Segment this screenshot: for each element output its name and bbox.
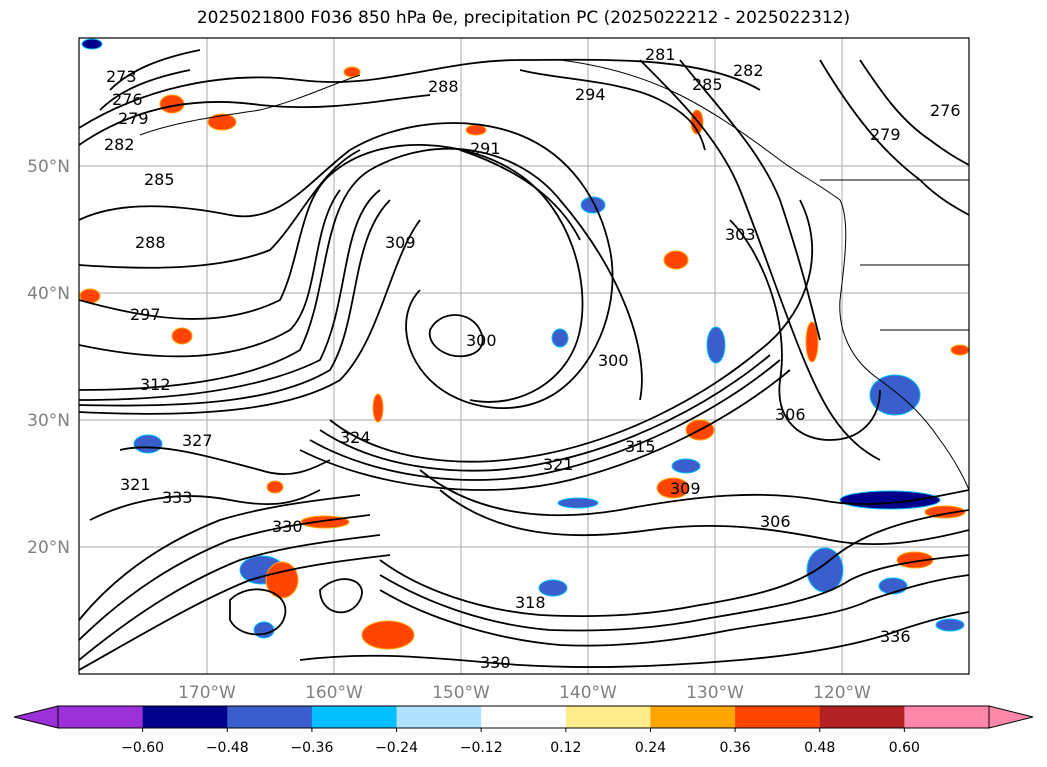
lon-label: 160°W bbox=[305, 683, 363, 703]
contour-label: 281 bbox=[645, 45, 676, 64]
longitude-labels: 170°W 160°W 150°W 140°W 130°W 120°W bbox=[178, 683, 871, 703]
colorbar-tick-label: 0.36 bbox=[720, 740, 751, 756]
colorbar-tick-label: 0.12 bbox=[550, 740, 581, 756]
contour-label: 300 bbox=[598, 351, 629, 370]
contour-label: 306 bbox=[760, 512, 791, 531]
colorbar-tick-label: −0.36 bbox=[290, 740, 333, 756]
colorbar-segment bbox=[819, 706, 905, 728]
contour-label: 318 bbox=[515, 593, 546, 612]
contour-label: 300 bbox=[466, 331, 497, 350]
lon-label: 120°W bbox=[813, 683, 871, 703]
lon-label: 140°W bbox=[559, 683, 617, 703]
contour-label: 309 bbox=[670, 479, 701, 498]
map-title: 2025021800 F036 850 hPa θe, precipitatio… bbox=[196, 8, 851, 28]
colorbar-tick-label: −0.24 bbox=[375, 740, 418, 756]
coastlines bbox=[139, 59, 969, 491]
colorbar-tick-label: 0.60 bbox=[889, 740, 920, 756]
contour-label: 306 bbox=[775, 405, 806, 424]
contour-label: 330 bbox=[272, 517, 303, 536]
colorbar-segment bbox=[481, 706, 567, 728]
lon-label: 150°W bbox=[432, 683, 490, 703]
colorbar-tick-label: 0.24 bbox=[635, 740, 666, 756]
lon-label: 130°W bbox=[686, 683, 744, 703]
contour-label: 288 bbox=[428, 77, 459, 96]
precipitation-field bbox=[79, 38, 969, 650]
colorbar-extend-right bbox=[988, 705, 1034, 729]
colorbar-segment bbox=[58, 706, 144, 728]
latitude-labels: 50°N 40°N 30°N 20°N bbox=[27, 157, 70, 558]
contour-label: 303 bbox=[725, 225, 756, 244]
colorbar-frame bbox=[57, 705, 990, 729]
contour-label: 282 bbox=[104, 135, 135, 154]
contour-label: 330 bbox=[480, 653, 511, 672]
contour-label: 312 bbox=[140, 375, 171, 394]
contour-label: 321 bbox=[543, 455, 574, 474]
graticule bbox=[79, 38, 969, 674]
contour-label: 282 bbox=[733, 61, 764, 80]
contour-label: 327 bbox=[182, 431, 213, 450]
colorbar-segment bbox=[227, 706, 313, 728]
colorbar-tick-label: 0.48 bbox=[804, 740, 835, 756]
colorbar-segment bbox=[650, 706, 736, 728]
contour-label: 276 bbox=[112, 90, 143, 109]
lon-label: 170°W bbox=[178, 683, 236, 703]
lat-label: 50°N bbox=[27, 157, 70, 177]
contour-label: 273 bbox=[106, 67, 137, 86]
contour-label: 288 bbox=[135, 233, 166, 252]
contour-label: 309 bbox=[385, 233, 416, 252]
colorbar-segment bbox=[142, 706, 228, 728]
contour-label: 291 bbox=[470, 139, 501, 158]
theta-e-contours bbox=[79, 49, 969, 671]
contour-label: 294 bbox=[575, 85, 606, 104]
contour-label: 279 bbox=[870, 125, 901, 144]
lat-label: 30°N bbox=[27, 411, 70, 431]
colorbar-segment bbox=[565, 706, 651, 728]
colorbar-segment bbox=[904, 706, 990, 728]
lat-label: 40°N bbox=[27, 284, 70, 304]
contour-label: 285 bbox=[144, 170, 175, 189]
lat-label: 20°N bbox=[27, 538, 70, 558]
contour-label: 285 bbox=[692, 75, 723, 94]
contour-label: 324 bbox=[340, 428, 371, 447]
contour-label: 276 bbox=[930, 101, 961, 120]
colorbar-tick-label: −0.12 bbox=[460, 740, 503, 756]
contour-label: 321 bbox=[120, 475, 151, 494]
contour-label: 333 bbox=[162, 488, 193, 507]
contour-label: 297 bbox=[130, 305, 161, 324]
colorbar-segment bbox=[735, 706, 821, 728]
colorbar-segment bbox=[311, 706, 398, 728]
colorbar-segment bbox=[396, 706, 482, 728]
colorbar-tick-label: −0.60 bbox=[121, 740, 164, 756]
colorbar-tick-label: −0.48 bbox=[206, 740, 249, 756]
contour-label: 336 bbox=[880, 627, 911, 646]
colorbar-extend-left bbox=[13, 705, 59, 729]
map-frame bbox=[78, 37, 970, 675]
contour-label: 315 bbox=[625, 437, 656, 456]
colorbar: −0.60 −0.48 −0.36 −0.24 −0.12 0.12 0.24 … bbox=[13, 705, 1034, 756]
contour-label-group: 273 276 279 282 285 288 288 291 294 297 … bbox=[104, 45, 961, 672]
contour-label: 279 bbox=[118, 109, 149, 128]
